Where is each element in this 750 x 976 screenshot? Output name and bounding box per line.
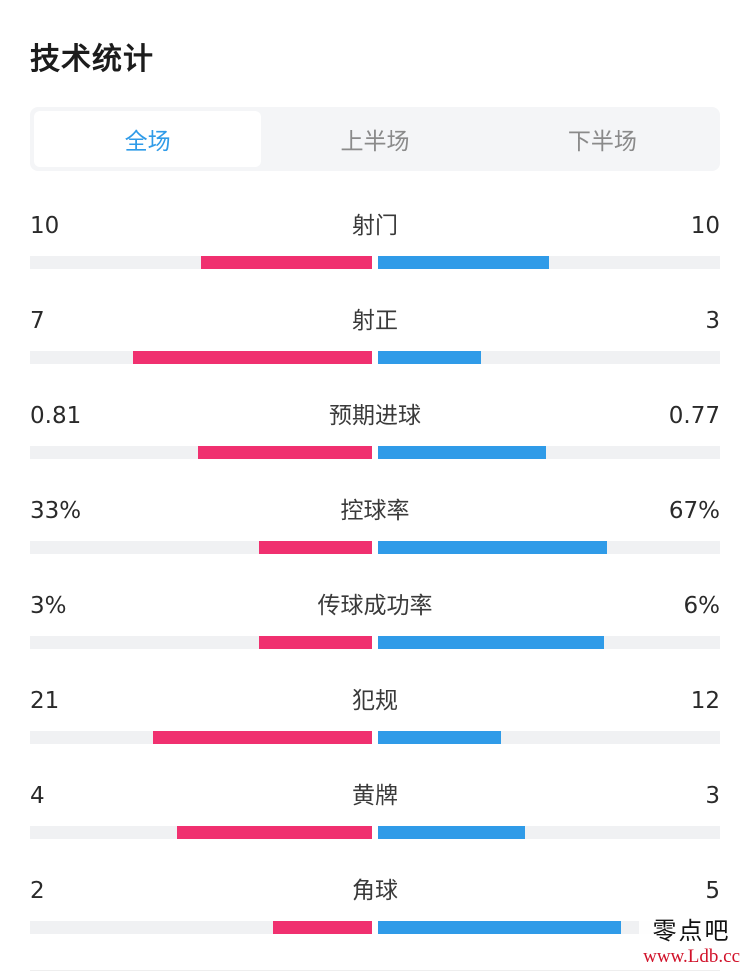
away-bar <box>378 541 607 554</box>
away-bar-track <box>378 351 720 364</box>
away-bar <box>378 731 501 744</box>
stat-row: 7 射正 3 <box>30 295 720 390</box>
away-bar-track <box>378 921 720 934</box>
home-bar <box>198 446 372 459</box>
away-value: 6% <box>683 593 721 619</box>
watermark-name: 零点吧 <box>652 917 731 945</box>
home-bar <box>201 256 372 269</box>
home-bar-track <box>30 826 372 839</box>
watermark: 零点吧 www.Ldb.cc <box>639 909 744 970</box>
away-bar <box>378 351 481 364</box>
tab-first-half[interactable]: 上半场 <box>340 129 410 155</box>
home-value: 33% <box>30 498 82 524</box>
away-bar-track <box>378 446 720 459</box>
away-bar <box>378 446 546 459</box>
away-bar-track <box>378 256 720 269</box>
away-bar <box>378 826 525 839</box>
home-value: 7 <box>30 308 45 334</box>
stat-row: 21 犯规 12 <box>30 675 720 770</box>
tab-second-half[interactable]: 下半场 <box>567 129 637 155</box>
divider <box>30 970 720 971</box>
home-value: 21 <box>30 688 60 714</box>
home-bar-track <box>30 256 372 269</box>
stat-row: 10 射门 10 <box>30 200 720 295</box>
home-bar-track <box>30 541 372 554</box>
stat-label: 传球成功率 <box>317 593 433 619</box>
stat-row: 2 角球 5 <box>30 865 720 960</box>
away-bar-track <box>378 636 720 649</box>
stat-row: 3% 传球成功率 6% <box>30 580 720 675</box>
home-bar-track <box>30 351 372 364</box>
stat-label: 射正 <box>352 308 398 334</box>
home-bar <box>273 921 372 934</box>
home-value: 0.81 <box>30 403 82 429</box>
home-bar <box>153 731 372 744</box>
home-value: 4 <box>30 783 45 809</box>
home-bar-track <box>30 446 372 459</box>
away-bar-track <box>378 541 720 554</box>
away-value: 5 <box>705 878 720 904</box>
stat-label: 黄牌 <box>352 783 398 809</box>
away-bar-track <box>378 826 720 839</box>
away-value: 12 <box>690 688 720 714</box>
home-bar <box>259 636 372 649</box>
away-bar <box>378 636 604 649</box>
stat-label: 预期进球 <box>329 403 421 429</box>
watermark-url: www.Ldb.cc <box>643 946 740 967</box>
home-bar <box>177 826 372 839</box>
away-value: 0.77 <box>668 403 720 429</box>
home-bar-track <box>30 636 372 649</box>
stat-label: 控球率 <box>340 498 410 524</box>
stat-label: 角球 <box>352 878 398 904</box>
stat-row: 33% 控球率 67% <box>30 485 720 580</box>
away-bar-track <box>378 731 720 744</box>
away-bar <box>378 256 549 269</box>
stat-row: 4 黄牌 3 <box>30 770 720 865</box>
away-value: 3 <box>705 308 720 334</box>
away-value: 3 <box>705 783 720 809</box>
stat-label: 犯规 <box>352 688 398 714</box>
stat-label: 射门 <box>352 213 398 239</box>
page-title: 技术统计 <box>30 42 154 77</box>
away-value: 67% <box>668 498 720 524</box>
home-value: 2 <box>30 878 45 904</box>
away-bar <box>378 921 621 934</box>
away-value: 10 <box>690 213 720 239</box>
home-bar <box>133 351 372 364</box>
stat-row: 0.81 预期进球 0.77 <box>30 390 720 485</box>
home-bar <box>259 541 372 554</box>
home-value: 3% <box>30 593 67 619</box>
period-tabs: 全场 上半场 下半场 <box>30 107 720 171</box>
home-bar-track <box>30 731 372 744</box>
tab-full-match[interactable]: 全场 <box>34 111 262 167</box>
home-bar-track <box>30 921 372 934</box>
home-value: 10 <box>30 213 60 239</box>
stats-list: 10 射门 10 7 射正 3 0.81 预期进球 0.77 33% 控球率 67% 3% 传球成功率 6%… <box>30 200 720 960</box>
